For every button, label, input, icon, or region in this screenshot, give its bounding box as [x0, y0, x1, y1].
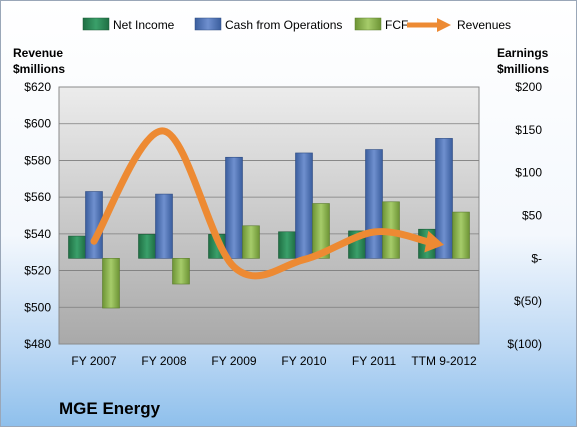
revenues-line-layer — [90, 127, 444, 280]
y-left-tick-label: $580 — [24, 153, 51, 167]
y-left-tick-label: $620 — [24, 80, 51, 94]
bar-cash-from-operations — [295, 152, 313, 259]
x-tick-label: FY 2008 — [141, 354, 186, 368]
bar-fcf — [312, 203, 330, 259]
y-left-tick-label: $500 — [24, 300, 51, 314]
y-left-tick-label: $540 — [24, 227, 51, 241]
legend-label-cash-from-operations: Cash from Operations — [225, 18, 342, 32]
bar-cash-from-operations — [155, 193, 173, 259]
legend-swatch-fcf — [354, 17, 382, 31]
y-right-tick-labels: $(100) $(50) $- $50 $100 $150 $200 — [507, 80, 542, 351]
bar-net-income — [68, 235, 86, 259]
bars — [68, 138, 470, 309]
y-right-tick-label: $(100) — [507, 337, 542, 351]
legend-label-net-income: Net Income — [113, 18, 175, 32]
y-right-tick-label: $150 — [515, 123, 542, 137]
y-right-tick-label: $(50) — [514, 294, 542, 308]
x-tick-labels: FY 2007 FY 2008 FY 2009 FY 2010 FY 2011 TTM 9… — [71, 354, 477, 368]
bar-fcf — [172, 258, 190, 285]
y-right-tick-label: $100 — [515, 166, 542, 180]
y-right-tick-label: $50 — [522, 209, 542, 223]
bar-net-income — [138, 234, 156, 259]
y-left-axis-title-line1: Revenue — [13, 46, 63, 60]
legend-label-fcf: FCF — [385, 18, 408, 32]
chart-title: MGE Energy — [59, 399, 161, 418]
x-tick-label: FY 2011 — [352, 354, 397, 368]
bar-net-income — [278, 231, 296, 259]
y-right-tick-label: $- — [531, 251, 542, 265]
revenues-line — [90, 127, 434, 280]
y-left-tick-labels: $480 $500 $520 $540 $560 $580 $600 $620 — [24, 80, 51, 351]
x-tick-label: FY 2007 — [71, 354, 116, 368]
y-right-tick-label: $200 — [515, 80, 542, 94]
y-left-tick-label: $560 — [24, 190, 51, 204]
x-tick-label: FY 2009 — [211, 354, 256, 368]
bar-cash-from-operations — [365, 149, 383, 259]
legend: Net Income Cash from Operations FCF Reve… — [82, 17, 511, 32]
y-left-axis-title-line2: $millions — [13, 62, 65, 76]
bar-cash-from-operations — [225, 156, 243, 259]
x-tick-label: TTM 9-2012 — [411, 354, 477, 368]
bar-fcf — [102, 258, 120, 309]
y-left-tick-label: $480 — [24, 337, 51, 351]
bar-fcf — [242, 225, 260, 259]
legend-swatch-cash-from-operations — [194, 17, 222, 31]
y-left-tick-label: $600 — [24, 117, 51, 131]
bar-cash-from-operations — [435, 138, 453, 259]
bar-fcf — [452, 211, 470, 259]
x-tick-label: FY 2010 — [281, 354, 326, 368]
y-left-tick-label: $520 — [24, 264, 51, 278]
y-right-axis-title-line1: Earnings — [497, 46, 549, 60]
plot-area — [58, 86, 480, 345]
legend-arrowhead-revenues — [437, 18, 451, 32]
legend-swatch-net-income — [82, 17, 110, 31]
legend-label-revenues: Revenues — [457, 18, 511, 32]
revenues-arrowhead — [424, 230, 444, 253]
y-right-axis-title-line2: $millions — [497, 62, 549, 76]
